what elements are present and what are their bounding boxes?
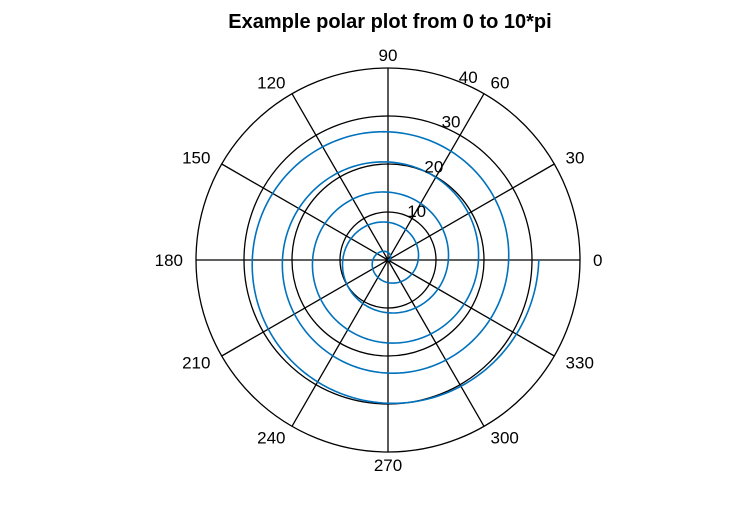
chart-title: Example polar plot from 0 to 10*pi [228, 11, 551, 33]
r-tick-label-10: 10 [407, 202, 426, 221]
r-tick-label-40: 40 [459, 68, 478, 87]
theta-tick-label-180: 180 [155, 251, 183, 270]
theta-tick-label-210: 210 [182, 354, 210, 373]
ring-10 [339, 211, 437, 309]
polar-grid [195, 67, 581, 453]
ring-40 [195, 67, 581, 453]
series-group [251, 130, 540, 405]
theta-tick-label-330: 330 [566, 354, 594, 373]
series-line-0 [251, 130, 540, 405]
theta-tick-label-300: 300 [491, 429, 519, 448]
radial-tick-labels: 10 20 30 40 [407, 68, 478, 221]
theta-tick-label-240: 240 [257, 429, 285, 448]
theta-tick-label-150: 150 [182, 149, 210, 168]
r-tick-label-30: 30 [442, 113, 461, 132]
angle-tick-labels: 0 30 60 90 120 150 180 210 240 270 300 330 [155, 46, 603, 475]
theta-tick-label-0: 0 [593, 251, 602, 270]
theta-tick-label-60: 60 [491, 73, 510, 92]
theta-tick-label-30: 30 [566, 149, 585, 168]
ring-20 [291, 163, 485, 357]
r-tick-label-20: 20 [424, 157, 443, 176]
theta-tick-label-120: 120 [257, 73, 285, 92]
theta-tick-label-90: 90 [379, 46, 398, 65]
theta-tick-label-270: 270 [374, 456, 402, 475]
